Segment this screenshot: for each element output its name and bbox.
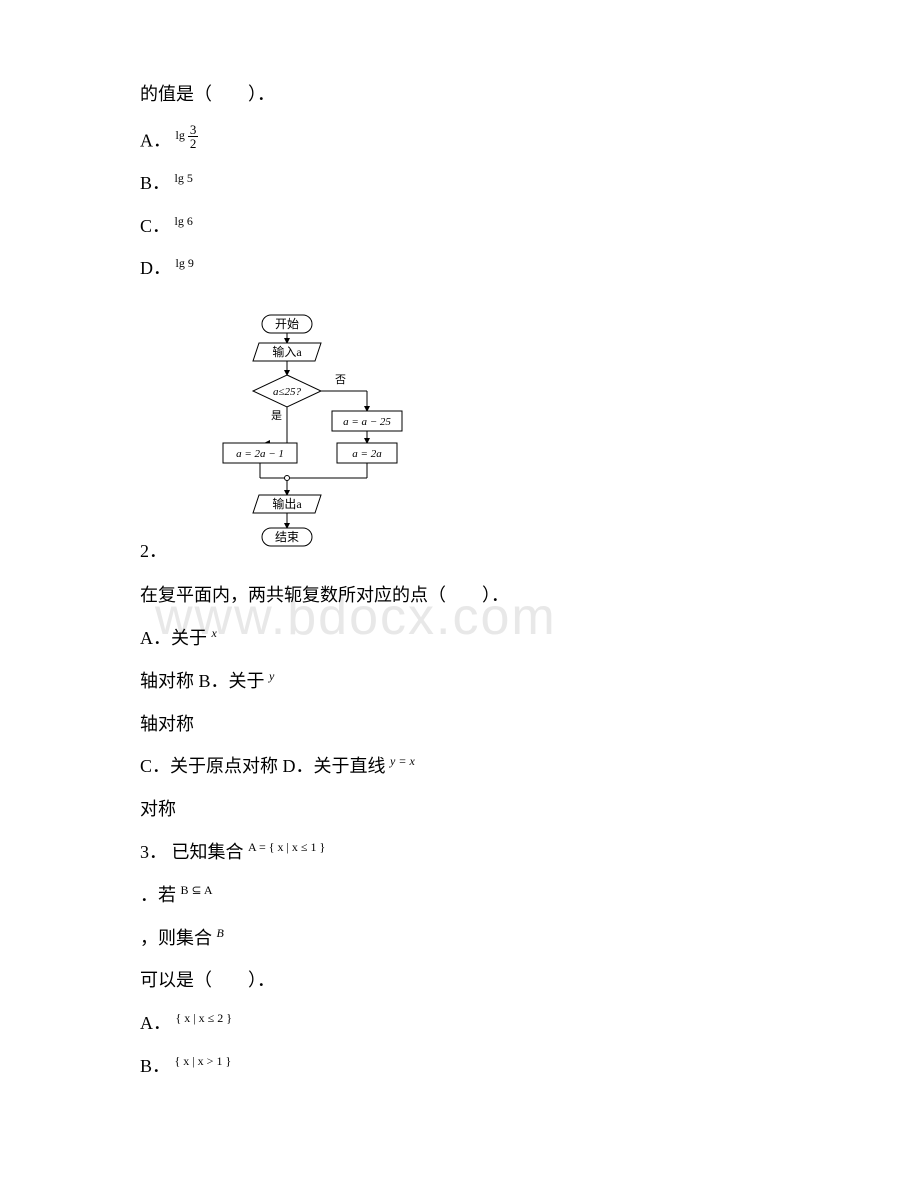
fc-left: a = 2a − 1: [236, 448, 284, 460]
fc-right2: a = 2a: [352, 448, 382, 460]
set-a: A = { x | x ≤ 1 }: [248, 840, 325, 854]
q1-opt-a: A． lg 3 2: [140, 123, 780, 155]
q2-l2: 轴对称 B．关于 y: [140, 667, 780, 696]
text: ．若: [140, 885, 176, 905]
set-b-sym: B: [217, 926, 224, 940]
eq-yx: y = x: [390, 754, 415, 768]
fc-input: 输入a: [272, 344, 302, 359]
q3-opt-b: B． { x | x > 1 }: [140, 1052, 780, 1081]
text: 轴对称 B．关于: [140, 671, 265, 691]
set-expr: { x | x ≤ 2 }: [176, 1011, 233, 1025]
q3-stem: 可以是（ ）．: [140, 966, 780, 995]
q3-opt-a: A． { x | x ≤ 2 }: [140, 1009, 780, 1038]
b-sub-a: B ⊆ A: [181, 883, 213, 897]
q1-opt-d: D． lg 9: [140, 254, 780, 283]
frac-den: 2: [188, 137, 199, 150]
opt-text: lg 6: [175, 214, 193, 228]
q1-opt-c: C． lg 6: [140, 212, 780, 241]
q2-l4: C．关于原点对称 D．关于直线 y = x: [140, 752, 780, 781]
opt-prefix: B．: [140, 173, 170, 193]
opt-prefix: A．: [140, 1013, 171, 1033]
var-y: y: [269, 669, 274, 683]
opt-prefix: A．: [140, 130, 171, 150]
opt-text: lg 9: [176, 256, 194, 270]
q2-l5: 对称: [140, 795, 780, 824]
fc-cond: a≤25?: [273, 386, 302, 398]
text: A．关于: [140, 628, 207, 648]
q3-l1: 3． 已知集合 A = { x | x ≤ 1 }: [140, 838, 780, 867]
q3-l2: ．若 B ⊆ A: [140, 881, 780, 910]
q2-l1: A．关于 x: [140, 624, 780, 653]
fc-yes: 是: [271, 409, 282, 422]
q1-stem: 的值是（ ）．: [140, 80, 780, 109]
fc-start: 开始: [275, 317, 299, 331]
text: ，则集合: [140, 928, 212, 948]
opt-prefix: B．: [140, 1056, 170, 1076]
q3-l3: ，则集合 B: [140, 924, 780, 953]
q2-l3: 轴对称: [140, 710, 780, 739]
var-x: x: [212, 626, 217, 640]
lg-text: lg: [176, 128, 185, 142]
q1-opt-b: B． lg 5: [140, 169, 780, 198]
text: C．关于原点对称 D．关于直线: [140, 756, 386, 776]
fc-output: 输出a: [272, 496, 302, 511]
opt-prefix: C．: [140, 216, 170, 236]
fc-no: 否: [335, 374, 346, 386]
fc-end: 结束: [275, 530, 299, 544]
text: 3． 已知集合: [140, 842, 244, 862]
frac-num: 3: [188, 123, 199, 137]
opt-prefix: D．: [140, 258, 171, 278]
fc-right1: a = a − 25: [343, 416, 391, 428]
flowchart: 开始 输入a a≤25? 否 是 a = a − 25: [217, 313, 417, 573]
q2-number: 2．: [140, 537, 167, 563]
opt-text: lg 5: [175, 171, 193, 185]
q2-stem: 在复平面内，两共轭复数所对应的点（ ）．: [140, 581, 780, 610]
set-expr: { x | x > 1 }: [175, 1054, 232, 1068]
